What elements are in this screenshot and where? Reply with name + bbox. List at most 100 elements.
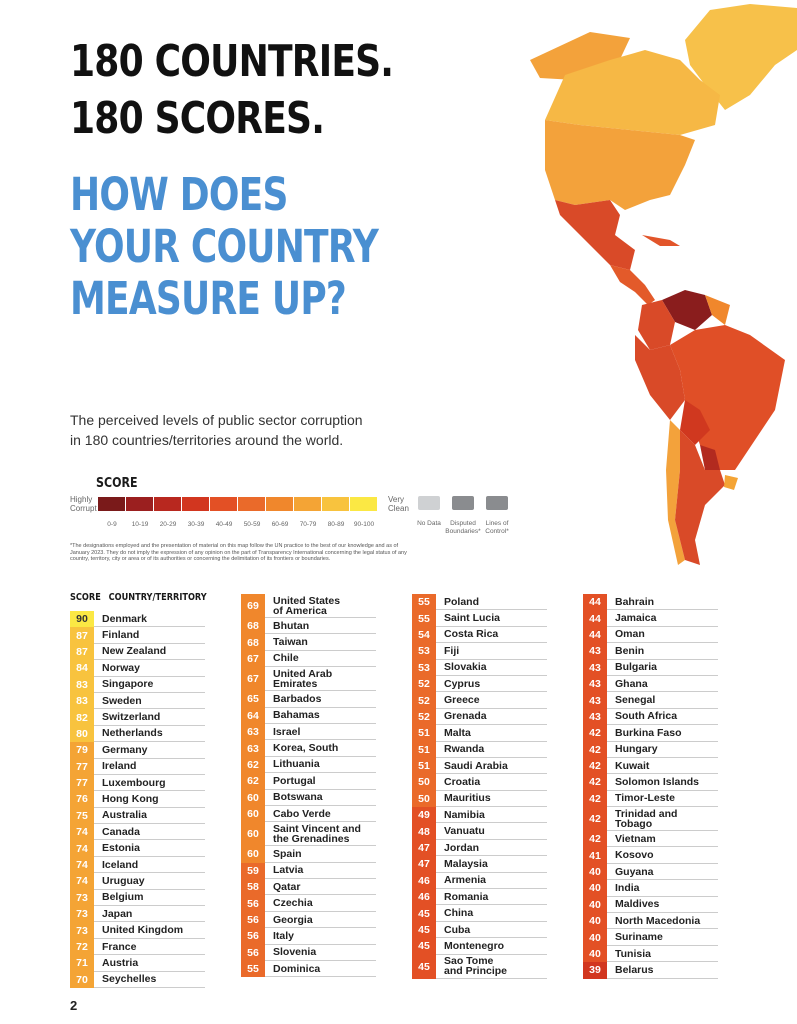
ranking-row: 39 Belarus: [583, 962, 718, 979]
country-name: Jordan: [436, 840, 547, 857]
score-badge: 60: [241, 822, 265, 847]
country-name-line: Sao Tome: [444, 955, 494, 968]
score-badge: 82: [70, 709, 94, 726]
country-name: Armenia: [436, 873, 547, 890]
ranking-row: 44 Jamaica: [583, 610, 718, 627]
ranking-row: 68 Taiwan: [241, 634, 376, 651]
score-badge: 76: [70, 791, 94, 808]
country-name: Vietnam: [607, 831, 718, 848]
map-region-argentina: [675, 430, 725, 565]
country-name: Georgia: [265, 912, 376, 929]
ranking-row: 53 Slovakia: [412, 659, 547, 676]
country-name: Ghana: [607, 676, 718, 693]
ranking-row: 42 Trinidad and Tobago: [583, 807, 718, 832]
country-name: Oman: [607, 627, 718, 644]
ranking-row: 43 South Africa: [583, 708, 718, 726]
country-name: Bulgaria: [607, 660, 718, 676]
score-badge: 71: [70, 955, 94, 972]
score-badge: 65: [241, 691, 265, 708]
score-badge: 42: [583, 757, 607, 775]
country-name: Czechia: [265, 895, 376, 912]
country-name-line: the Grenadines: [273, 832, 350, 845]
ranking-row: 74 Canada: [70, 824, 205, 841]
score-badge: 42: [583, 741, 607, 758]
country-name: Fiji: [436, 643, 547, 660]
ranking-row: 68 Bhutan: [241, 618, 376, 635]
score-badge: 53: [412, 659, 436, 676]
country-name: Saint Lucia: [436, 610, 547, 627]
country-name: Hong Kong: [94, 791, 205, 808]
score-badge: 74: [70, 840, 94, 857]
map-region-central-america: [610, 265, 655, 305]
score-badge: 42: [583, 790, 607, 808]
legend-right-label: Very Clean: [388, 495, 409, 513]
map-region-paraguay: [700, 445, 720, 470]
legend-no-data: No Data: [414, 496, 444, 528]
country-name: Bhutan: [265, 618, 376, 635]
map-region-colombia: [638, 300, 675, 350]
legend-bin-label: 80-89: [327, 521, 345, 528]
country-name: Kuwait: [607, 758, 718, 775]
country-name: Taiwan: [265, 634, 376, 651]
ranking-row: 40 Suriname: [583, 929, 718, 946]
subheading-line-3: MEASURE UP?: [70, 272, 347, 325]
ranking-column-4: 44 Bahrain 44 Jamaica 44 Oman 43 Benin 43 Bulgari…: [583, 594, 718, 979]
ranking-column-2: 69 United States of America 68 Bhutan 68 Taiwa…: [241, 594, 376, 978]
score-badge: 59: [241, 862, 265, 880]
country-name: Botswana: [265, 790, 376, 806]
ranking-row: 42 Solomon Islands: [583, 774, 718, 791]
score-badge: 90: [70, 611, 94, 628]
country-name: Tunisia: [607, 946, 718, 963]
country-name: Suriname: [607, 929, 718, 946]
ranking-row: 56 Czechia: [241, 895, 376, 912]
country-name: Namibia: [436, 807, 547, 824]
legend-bin-label: 90-100: [353, 521, 375, 528]
ranking-row: 54 Costa Rica: [412, 626, 547, 644]
score-badge: 68: [241, 634, 265, 651]
header-score: SCORE: [70, 592, 101, 603]
score-badge: 55: [412, 594, 436, 611]
ranking-row: 46 Armenia: [412, 872, 547, 890]
subheading-line-2: YOUR COUNTRY: [70, 220, 379, 273]
score-badge: 62: [241, 756, 265, 774]
ranking-row: 64 Bahamas: [241, 707, 376, 724]
score-badge: 53: [412, 643, 436, 660]
country-name: Timor-Leste: [607, 791, 718, 808]
no-data-label: No Data: [417, 520, 441, 527]
ranking-row: 42 Hungary: [583, 741, 718, 758]
score-badge: 63: [241, 723, 265, 741]
country-name: Korea, South: [265, 740, 376, 757]
ranking-row: 43 Ghana: [583, 675, 718, 693]
country-name: Belarus: [607, 962, 718, 979]
ranking-row: 56 Georgia: [241, 911, 376, 929]
score-badge: 83: [70, 676, 94, 693]
disputed-label-2: Boundaries*: [445, 528, 481, 535]
country-name: New Zealand: [94, 644, 205, 661]
score-badge: 70: [70, 971, 94, 988]
country-name: Hungary: [607, 742, 718, 758]
ranking-row: 42 Vietnam: [583, 831, 718, 848]
ranking-column-1: 90 Denmark 87 Finland 87 New Zealand 84 Norway 8…: [70, 611, 205, 988]
country-name: Vanuatu: [436, 823, 547, 840]
map-region-cuba: [642, 235, 680, 246]
ranking-row: 55 Saint Lucia: [412, 610, 547, 627]
ranking-row: 90 Denmark: [70, 611, 205, 628]
score-badge: 75: [70, 807, 94, 825]
ranking-row: 74 Estonia: [70, 840, 205, 857]
map-region-venezuela: [662, 290, 712, 330]
country-name: Iceland: [94, 857, 205, 874]
score-badge: 73: [70, 922, 94, 939]
map-region-greenland: [685, 4, 797, 110]
country-name: Uruguay: [94, 873, 205, 890]
score-badge: 45: [412, 954, 436, 979]
score-badge: 55: [412, 610, 436, 627]
ranking-row: 55 Poland: [412, 594, 547, 611]
legend-left-line-2: Corrupt: [70, 504, 97, 513]
ranking-row: 60 Botswana: [241, 789, 376, 806]
legend-title: SCORE: [96, 476, 138, 491]
score-badge: 79: [70, 742, 94, 759]
ranking-row: 40 Maldives: [583, 896, 718, 914]
ranking-row: 63 Israel: [241, 723, 376, 741]
ranking-row: 52 Grenada: [412, 708, 547, 726]
disclaimer-text: *The designations employed and the prese…: [70, 543, 407, 562]
